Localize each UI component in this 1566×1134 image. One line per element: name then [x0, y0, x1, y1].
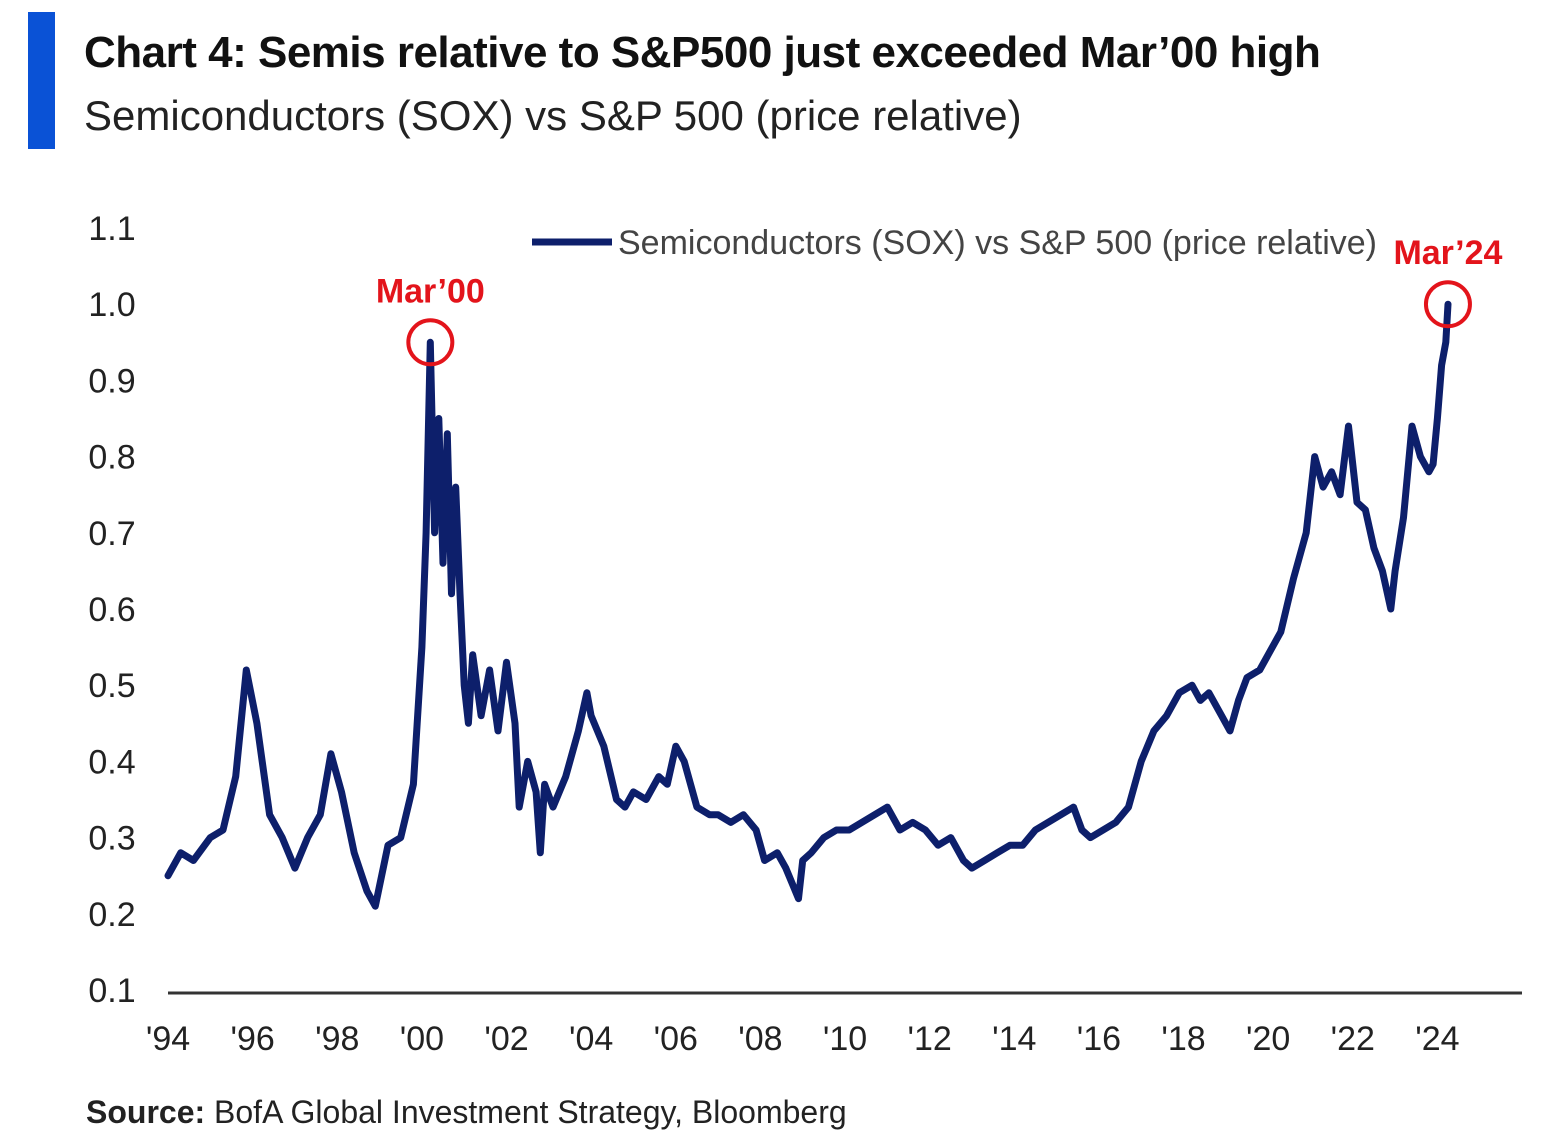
source-text: BofA Global Investment Strategy, Bloombe… [205, 1094, 847, 1130]
annotation-circle [406, 318, 455, 367]
x-tick-label: '20 [1246, 1020, 1290, 1058]
legend-label: Semiconductors (SOX) vs S&P 500 (price r… [618, 224, 1377, 262]
x-tick-label: '00 [400, 1020, 444, 1058]
x-tick-label: '08 [738, 1020, 782, 1058]
y-tick-label: 0.5 [88, 667, 135, 705]
annotation-circle [1423, 280, 1472, 329]
series-line [164, 300, 1452, 910]
y-tick-label: 0.9 [88, 362, 135, 400]
x-tick-label: '04 [569, 1020, 613, 1058]
y-tick-label: 0.4 [88, 743, 135, 781]
x-tick-label: '10 [823, 1020, 867, 1058]
y-tick-label: 0.7 [88, 515, 135, 553]
y-tick-label: 0.6 [88, 591, 135, 629]
x-tick-label: '16 [1077, 1020, 1121, 1058]
x-tick-label: '12 [907, 1020, 951, 1058]
y-tick-label: 1.1 [88, 210, 135, 248]
chart-subtitle: Semiconductors (SOX) vs S&P 500 (price r… [84, 92, 1022, 139]
x-tick-label: '06 [654, 1020, 698, 1058]
y-tick-label: 0.8 [88, 439, 135, 477]
y-tick-label: 1.0 [88, 286, 135, 324]
y-tick-label: 0.3 [88, 820, 135, 858]
annotation-label: Mar’00 [376, 272, 485, 310]
x-tick-label: '24 [1415, 1020, 1459, 1058]
x-tick-label: '02 [484, 1020, 528, 1058]
source-note: Source: BofA Global Investment Strategy,… [86, 1094, 847, 1131]
x-tick-label: '98 [315, 1020, 359, 1058]
source-label: Source: [86, 1094, 206, 1130]
x-tick-label: '94 [146, 1020, 190, 1058]
x-tick-label: '96 [230, 1020, 274, 1058]
y-tick-label: 0.1 [88, 972, 135, 1010]
y-tick-label: 0.2 [88, 896, 135, 934]
x-tick-label: '22 [1331, 1020, 1375, 1058]
annotation-label: Mar’24 [1393, 234, 1502, 272]
accent-bar [28, 12, 55, 149]
x-tick-label: '14 [992, 1020, 1036, 1058]
x-tick-label: '18 [1161, 1020, 1205, 1058]
chart-title: Chart 4: Semis relative to S&P500 just e… [84, 28, 1321, 77]
